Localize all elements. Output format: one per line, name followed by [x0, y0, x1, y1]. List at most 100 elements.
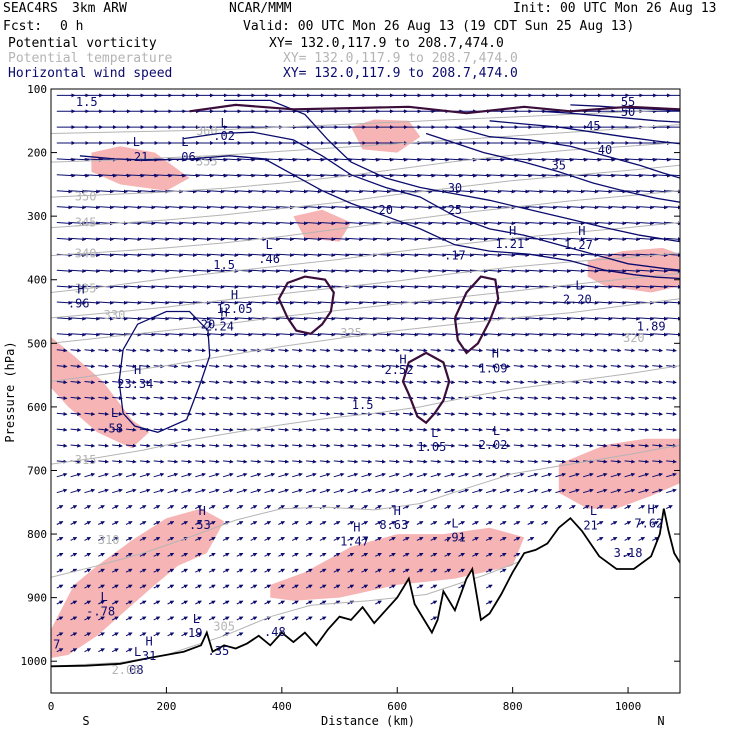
wind-vector — [236, 205, 253, 210]
wind-vector — [347, 459, 359, 464]
wind-vector — [513, 253, 530, 258]
wind-vector — [292, 427, 303, 432]
wind-vector — [569, 396, 580, 401]
wind-vector — [389, 459, 400, 464]
wind-vector — [416, 348, 428, 353]
wind-vector — [181, 253, 198, 258]
wind-vector — [222, 632, 230, 637]
wind-vector — [222, 584, 230, 589]
wind-vector — [70, 505, 78, 510]
wind-vector — [222, 427, 234, 432]
wind-vector — [208, 472, 220, 478]
wind-vector — [181, 568, 188, 573]
wind-vector — [167, 173, 187, 178]
wind-vector — [541, 521, 549, 525]
wind-vector — [499, 221, 516, 226]
extremum-label: L — [590, 504, 597, 518]
header-fcst-label: Fcst: — [3, 19, 43, 34]
wind-vector — [638, 316, 655, 321]
wind-vector — [444, 536, 452, 541]
wind-vector — [181, 221, 198, 226]
extremum-label: L — [100, 590, 107, 604]
wind-vector — [333, 364, 345, 369]
wind-vector — [222, 552, 230, 557]
theta-contour-345 — [51, 164, 680, 229]
wind-vector — [195, 568, 202, 573]
wind-vector — [236, 472, 248, 478]
wind-vector — [264, 284, 281, 289]
wind-vector — [458, 427, 470, 432]
extremum-label: H — [134, 363, 141, 377]
wind-vector — [472, 253, 488, 258]
wind-vector — [430, 411, 442, 416]
wind-vector — [416, 521, 424, 525]
wind-vector — [541, 364, 553, 369]
wind-vector — [278, 600, 285, 605]
wind-vector — [389, 221, 405, 226]
wind-vector — [458, 221, 475, 226]
wind-vector — [292, 316, 308, 321]
wind-vector — [499, 173, 519, 178]
wind-vector — [319, 396, 331, 401]
wind-vector — [84, 411, 96, 416]
theta-contour-label: 335 — [75, 281, 97, 295]
wind-vector — [111, 600, 119, 605]
wind-vector — [375, 427, 386, 432]
wind-vector — [610, 396, 622, 401]
extremum-label: .06 — [174, 150, 196, 164]
wind-vector — [222, 205, 239, 210]
wind-vector — [513, 521, 521, 525]
wind-vector — [292, 348, 303, 353]
wind-vector — [112, 348, 123, 353]
wind-vector — [361, 521, 369, 525]
wind-vector — [153, 332, 170, 337]
wind-vector — [375, 443, 386, 448]
wind-vector — [319, 427, 331, 432]
wind-vector — [264, 380, 276, 385]
wind-vector — [610, 459, 622, 464]
wind-vector — [319, 411, 331, 416]
wind-vector — [596, 221, 613, 226]
wind-vector — [125, 364, 137, 369]
wind-vector — [347, 268, 364, 273]
wind-vector — [541, 189, 558, 194]
wind-vector — [84, 332, 101, 337]
wind-vector — [264, 488, 276, 494]
wind-vector — [56, 205, 73, 210]
wind-vector — [624, 536, 632, 541]
wind-vector — [70, 536, 78, 541]
wind-vector — [84, 632, 92, 637]
wind-vector — [56, 616, 64, 621]
wind-vector — [652, 157, 671, 162]
wind-vector — [624, 348, 636, 353]
wind-vector — [347, 427, 359, 432]
wind-vector — [153, 237, 170, 242]
wind-vector — [430, 536, 438, 541]
wind-vector — [98, 568, 105, 573]
wind-vector — [112, 316, 128, 321]
wind-vector — [112, 300, 128, 305]
wind-vector — [513, 348, 525, 353]
wind-vector — [112, 427, 123, 432]
wind-vector — [389, 488, 400, 494]
wind-vector — [56, 443, 68, 448]
wind-vector — [167, 521, 175, 525]
wind-vector — [264, 173, 284, 178]
wind-vector — [666, 158, 680, 161]
wind-vector — [195, 221, 211, 226]
wind-vector — [139, 268, 156, 273]
y-tick-label: 600 — [27, 401, 47, 414]
wind-vector — [278, 221, 295, 226]
wind-vector — [278, 536, 285, 541]
wind-vector — [264, 364, 276, 369]
wind-vector — [291, 521, 299, 525]
wind-vector — [444, 505, 452, 510]
extremum-label: H — [399, 353, 406, 367]
wind-vector — [333, 568, 341, 573]
wind-vector — [375, 396, 386, 401]
wind-vector — [292, 189, 308, 194]
wind-vector — [610, 411, 622, 416]
wind-vector — [444, 521, 452, 525]
wind-vector — [541, 205, 558, 210]
wind-vector — [56, 427, 68, 432]
